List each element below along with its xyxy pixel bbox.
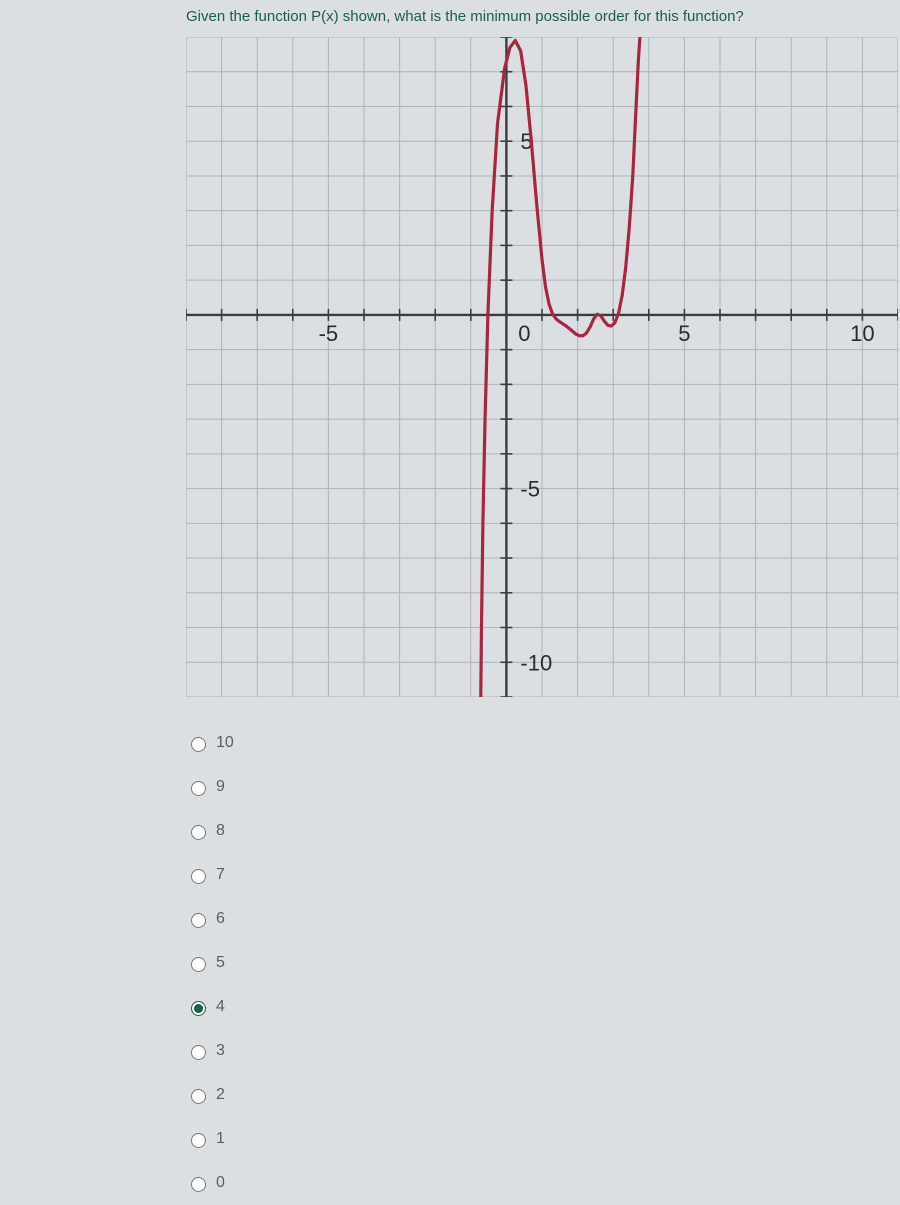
- option-label: 3: [216, 1042, 225, 1060]
- option-2[interactable]: 2: [186, 1073, 900, 1117]
- option-label: 8: [216, 822, 225, 840]
- option-6[interactable]: 6: [186, 897, 900, 941]
- option-label: 0: [216, 1174, 225, 1192]
- option-label: 4: [216, 998, 225, 1016]
- svg-text:-5: -5: [319, 321, 339, 346]
- option-0[interactable]: 0: [186, 1161, 900, 1205]
- option-1[interactable]: 1: [186, 1117, 900, 1161]
- svg-text:-5: -5: [520, 477, 540, 502]
- option-label: 9: [216, 778, 225, 796]
- option-radio-9[interactable]: [191, 781, 206, 796]
- option-label: 10: [216, 734, 234, 752]
- option-3[interactable]: 3: [186, 1029, 900, 1073]
- option-radio-1[interactable]: [191, 1133, 206, 1148]
- option-radio-0[interactable]: [191, 1177, 206, 1192]
- option-radio-6[interactable]: [191, 913, 206, 928]
- option-radio-5[interactable]: [191, 957, 206, 972]
- svg-text:0: 0: [518, 321, 530, 346]
- option-5[interactable]: 5: [186, 941, 900, 985]
- function-chart: -505105-5-10: [186, 37, 898, 697]
- answer-options: 109876543210: [186, 721, 900, 1205]
- option-8[interactable]: 8: [186, 809, 900, 853]
- option-radio-8[interactable]: [191, 825, 206, 840]
- option-label: 7: [216, 866, 225, 884]
- option-7[interactable]: 7: [186, 853, 900, 897]
- svg-text:5: 5: [678, 321, 690, 346]
- option-radio-2[interactable]: [191, 1089, 206, 1104]
- option-label: 2: [216, 1086, 225, 1104]
- option-9[interactable]: 9: [186, 765, 900, 809]
- svg-text:10: 10: [850, 321, 874, 346]
- option-radio-7[interactable]: [191, 869, 206, 884]
- chart-area: -505105-5-10: [186, 37, 900, 697]
- option-radio-10[interactable]: [191, 737, 206, 752]
- option-label: 1: [216, 1130, 225, 1148]
- option-radio-4[interactable]: [191, 1001, 206, 1016]
- option-label: 6: [216, 910, 225, 928]
- option-radio-3[interactable]: [191, 1045, 206, 1060]
- option-10[interactable]: 10: [186, 721, 900, 765]
- question-text: Given the function P(x) shown, what is t…: [0, 0, 900, 37]
- option-4[interactable]: 4: [186, 985, 900, 1029]
- option-label: 5: [216, 954, 225, 972]
- svg-text:-10: -10: [520, 650, 552, 675]
